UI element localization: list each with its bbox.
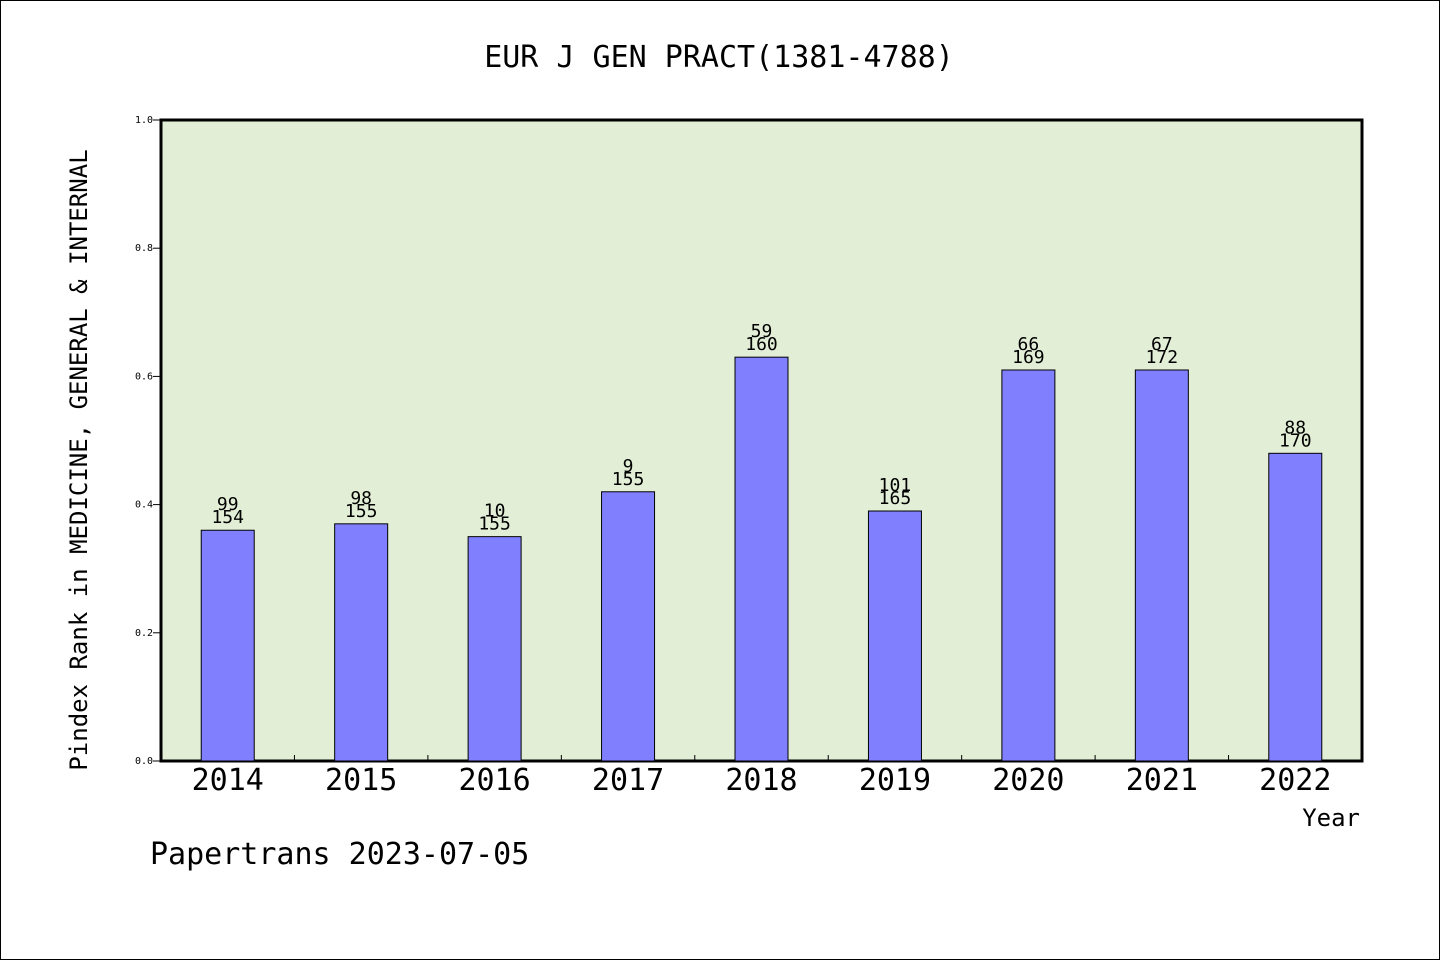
bar (1001, 369, 1056, 762)
x-tick-label: 2017 (592, 763, 664, 798)
bar-total-label: 155 (345, 501, 378, 522)
y-tick-label: 0.0 (135, 756, 153, 767)
y-tick-label: 0.6 (135, 371, 153, 382)
bar-rank-label: 67 (1151, 334, 1173, 355)
bar-total-label: 155 (478, 514, 511, 535)
footer-credit: Papertrans 2023-07-05 (150, 837, 529, 872)
y-tick-label: 0.8 (135, 243, 153, 254)
chart-title: EUR J GEN PRACT(1381-4788) (484, 40, 954, 75)
x-tick-label: 2015 (325, 763, 397, 798)
bar-rank-label: 101 (879, 475, 912, 496)
y-tick-label: 0.2 (135, 628, 153, 639)
bar-total-label: 155 (612, 469, 645, 490)
x-tick-label: 2019 (859, 763, 931, 798)
bar-total-label: 165 (879, 488, 912, 509)
bar-rank-label: 59 (751, 321, 773, 342)
bar-total-label: 170 (1279, 430, 1312, 451)
x-tick-label: 2022 (1259, 763, 1331, 798)
x-tick-label: 2020 (992, 763, 1064, 798)
bar (200, 529, 255, 762)
bar-rank-label: 88 (1284, 417, 1306, 438)
bar (601, 491, 656, 762)
bar-total-label: 172 (1146, 347, 1179, 368)
y-axis-label: Pindex Rank in MEDICINE, GENERAL & INTER… (65, 149, 93, 770)
x-tick-label: 2014 (192, 763, 264, 798)
y-tick-label: 1.0 (135, 115, 153, 126)
bar (467, 536, 522, 762)
bar (734, 356, 789, 762)
bar (867, 510, 922, 762)
x-tick-label: 2016 (458, 763, 530, 798)
y-axis: 0.0 0.2 0.4 0.6 0.8 1.0 (135, 115, 161, 767)
bar-total-label: 154 (211, 507, 244, 528)
bar (334, 523, 389, 762)
x-tick-label: 2021 (1126, 763, 1198, 798)
bar (1268, 452, 1323, 762)
bar-rank-label: 66 (1018, 334, 1040, 355)
bar-rank-label: 98 (350, 488, 372, 509)
bar-rank-label: 10 (484, 501, 506, 522)
bar-rank-label: 99 (217, 494, 239, 515)
bar-total-label: 169 (1012, 347, 1045, 368)
bar-total-label: 160 (745, 334, 778, 355)
x-tick-label: 2018 (725, 763, 797, 798)
bar (1134, 369, 1189, 762)
x-axis-label: Year (1302, 804, 1360, 832)
y-tick-label: 0.4 (135, 500, 153, 511)
bar-rank-label: 9 (623, 456, 634, 477)
x-axis: 2014 2015 2016 2017 2018 2019 2020 2021 2022 (192, 755, 1331, 798)
